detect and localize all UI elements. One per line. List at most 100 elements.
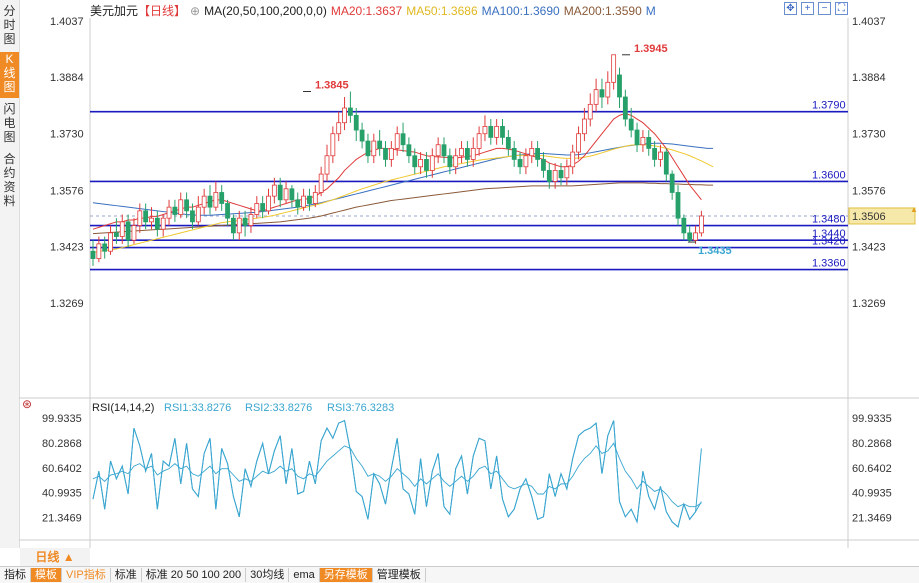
candle-body (593, 89, 599, 105)
candle-body (599, 89, 605, 98)
candle-body (558, 170, 564, 179)
price-axis-tick-right: 1.3269 (852, 298, 886, 310)
level-label: 1.3600 (812, 169, 846, 181)
candle-body (482, 125, 488, 135)
rsi1-value: RSI1:33.8276 (164, 402, 231, 414)
candle-body (248, 214, 254, 226)
candle-body (464, 148, 470, 160)
price-axis-tick-left: 1.3423 (50, 241, 84, 253)
candle-body (628, 118, 634, 131)
candle-body (669, 173, 675, 193)
period-selector[interactable]: 日线 ▲ (20, 548, 90, 566)
ma-definition: MA(20,50,100,200,0,0) (204, 4, 327, 18)
candle-body (541, 159, 546, 171)
rsi-axis-tick-right: 60.6402 (852, 463, 892, 475)
rsi2-value: RSI2:33.8276 (245, 402, 312, 414)
candle-body (295, 199, 301, 208)
candle-body (500, 125, 505, 138)
rsi-axis-tick-right: 21.3469 (852, 513, 892, 525)
rsi-axis-tick-right: 99.9335 (852, 413, 892, 425)
chart-tools: ✥ + − ⛶ (784, 2, 848, 15)
candle-body (517, 159, 523, 168)
candle-body (102, 243, 108, 252)
candle-body (166, 206, 172, 219)
candle-body (459, 148, 464, 157)
candle-body (207, 195, 213, 208)
toolbar-item[interactable]: 另存模板 (319, 568, 373, 582)
candle-body (587, 103, 593, 120)
candle-body (447, 155, 453, 168)
candle-body (125, 221, 131, 241)
candle-body (260, 203, 266, 212)
toolbar-item[interactable]: 标准 (111, 568, 142, 582)
toolbar-item[interactable]: 30均线 (246, 568, 290, 582)
zoom-in-icon[interactable]: + (801, 2, 814, 15)
rsi-axis-tick-left: 80.2868 (42, 438, 82, 450)
rsi-axis-tick-right: 80.2868 (852, 438, 892, 450)
zoom-out-icon[interactable]: − (818, 2, 831, 15)
candle-body (336, 122, 342, 135)
tab-time-sharing[interactable]: 分时图 (3, 4, 16, 46)
candle-body (412, 155, 418, 168)
symbol-name: 美元加元 (90, 4, 139, 18)
candle-body (242, 217, 248, 226)
candle-body (178, 199, 184, 215)
candle-body (131, 225, 137, 241)
level-label: 1.3480 (812, 214, 846, 226)
toolbar-item[interactable]: 指标 (0, 568, 31, 582)
candle-body (699, 215, 704, 234)
candle-body (394, 133, 400, 149)
candle-body (359, 129, 365, 142)
candle-body (324, 155, 330, 175)
level-label: 1.3790 (812, 100, 846, 112)
candle-body (505, 136, 511, 149)
move-icon[interactable]: ✥ (784, 2, 797, 15)
tab-lightning[interactable]: 闪电图 (3, 102, 16, 144)
candle-body (201, 195, 207, 208)
candle-body (687, 232, 693, 241)
price-axis-tick-left: 1.3576 (50, 185, 84, 197)
candle-body (353, 114, 359, 131)
period-label: 【日线】 (138, 4, 187, 18)
candle-body (371, 140, 377, 157)
candle-body (406, 144, 412, 157)
candle-body (611, 54, 617, 83)
toolbar-item[interactable]: 模板 (31, 568, 62, 582)
candle-body (652, 148, 657, 160)
candle-body (184, 199, 190, 212)
rsi-settings-icon: ⊛ (22, 397, 32, 411)
candle-body (693, 232, 698, 241)
m-button[interactable]: M (645, 4, 656, 18)
candle-body (470, 148, 476, 160)
settings-icon[interactable]: ⊕ (190, 4, 201, 18)
candle-body (617, 74, 622, 98)
rsi2-line (92, 419, 702, 528)
candle-body (663, 151, 669, 175)
candle-body (114, 232, 119, 237)
ma20-value: MA20:1.3637 (330, 4, 403, 18)
candle-body (108, 232, 113, 252)
price-axis-tick-right: 1.3576 (852, 185, 886, 197)
candle-body (254, 203, 260, 215)
extreme-label: 1.3845 (315, 79, 349, 91)
rsi1-line (92, 419, 702, 528)
price-axis-tick-right: 1.3423 (852, 241, 886, 253)
rsi-axis-tick-right: 40.9935 (852, 488, 892, 500)
last-price-label: 1.3506 (852, 211, 886, 223)
rsi3-line (92, 442, 702, 508)
toolbar-item[interactable]: ema (289, 568, 320, 582)
price-axis-tick-left: 1.3730 (50, 129, 84, 141)
toolbar-item[interactable]: 管理模板 (373, 568, 426, 582)
fullscreen-icon[interactable]: ⛶ (835, 2, 848, 15)
candle-body (119, 221, 125, 237)
candle-body (160, 217, 166, 230)
tab-contract-info[interactable]: 合约资料 (3, 152, 16, 208)
rsi-axis-tick-left: 21.3469 (42, 513, 82, 525)
candle-body (494, 125, 500, 138)
candle-body (388, 148, 394, 160)
level-label: 1.3360 (812, 258, 846, 270)
price-axis-tick-left: 1.3884 (50, 72, 84, 84)
toolbar-item[interactable]: VIP指标 (62, 568, 111, 582)
toolbar-item[interactable]: 标准 20 50 100 200 (142, 568, 247, 582)
